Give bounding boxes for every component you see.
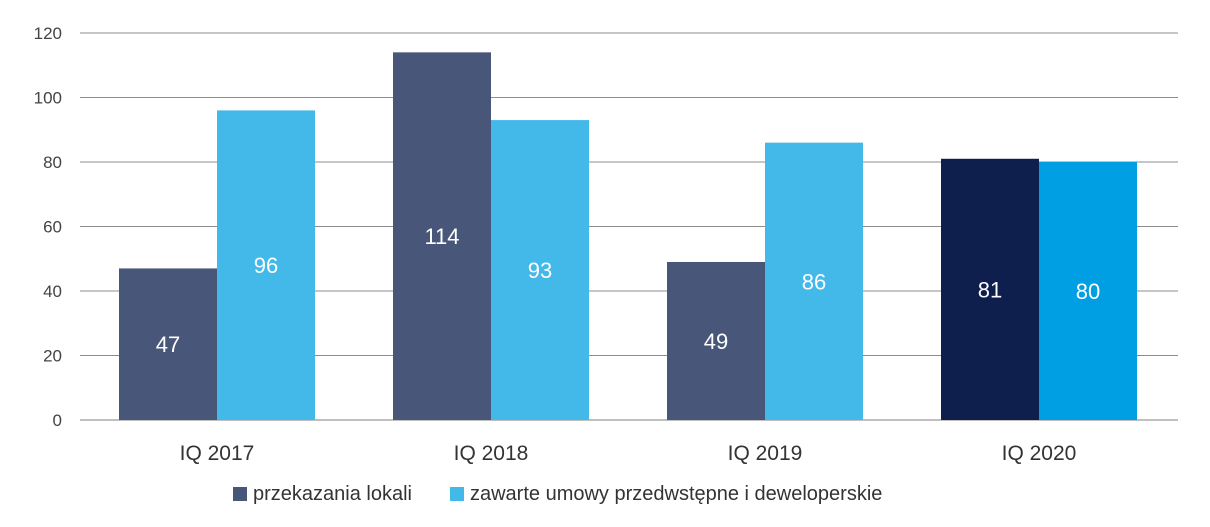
data-label-series-2-iq-2020: 80 bbox=[1076, 279, 1100, 304]
bar-series-1-iq-2019 bbox=[667, 261, 765, 420]
legend-label-series-2: zawarte umowy przedwstępne i dewelopersk… bbox=[470, 483, 882, 505]
data-label-series-2-iq-2019: 86 bbox=[802, 269, 826, 294]
legend-label-series-1: przekazania lokali bbox=[253, 483, 412, 505]
bar-series-2-iq-2019 bbox=[765, 142, 863, 420]
bar-series-2-iq-2018 bbox=[491, 120, 589, 420]
legend-swatch-series-1 bbox=[233, 487, 247, 501]
bar-series-1-iq-2017 bbox=[119, 268, 217, 420]
data-label-series-1-iq-2018: 114 bbox=[424, 224, 459, 249]
bars-layer: 47 96 114 93 49 86 81 80 bbox=[119, 52, 1137, 421]
data-label-series-2-iq-2018: 93 bbox=[528, 258, 552, 283]
axis-layer: 0 20 40 60 80 100 120 IQ 2017 IQ 2018 IQ 2019 IQ 2… bbox=[34, 24, 1077, 465]
y-tick-label-80: 80 bbox=[43, 153, 62, 172]
y-tick-label-60: 60 bbox=[43, 218, 62, 237]
y-tick-label-120: 120 bbox=[34, 24, 62, 43]
x-category-label-iq-2017: IQ 2017 bbox=[180, 442, 255, 465]
x-category-label-iq-2020: IQ 2020 bbox=[1002, 442, 1077, 465]
legend-swatch-series-2 bbox=[449, 487, 464, 501]
y-tick-label-0: 0 bbox=[53, 411, 62, 430]
data-label-series-1-iq-2017: 47 bbox=[156, 332, 180, 357]
x-category-label-iq-2018: IQ 2018 bbox=[454, 442, 529, 465]
y-tick-label-100: 100 bbox=[34, 89, 62, 108]
data-label-series-2-iq-2017: 96 bbox=[254, 253, 278, 278]
bar-series-2-iq-2017 bbox=[217, 110, 315, 421]
y-tick-label-40: 40 bbox=[43, 282, 62, 301]
data-label-series-1-iq-2019: 49 bbox=[704, 329, 728, 354]
x-category-label-iq-2019: IQ 2019 bbox=[728, 442, 803, 465]
data-label-series-1-iq-2020: 81 bbox=[978, 277, 1002, 302]
bar-series-1-iq-2020 bbox=[941, 158, 1039, 420]
legend: przekazania lokali zawarte umowy przedwst… bbox=[233, 483, 882, 505]
y-tick-label-20: 20 bbox=[43, 347, 62, 366]
bar-series-2-iq-2020 bbox=[1039, 162, 1137, 420]
bar-series-1-iq-2018 bbox=[393, 52, 491, 420]
